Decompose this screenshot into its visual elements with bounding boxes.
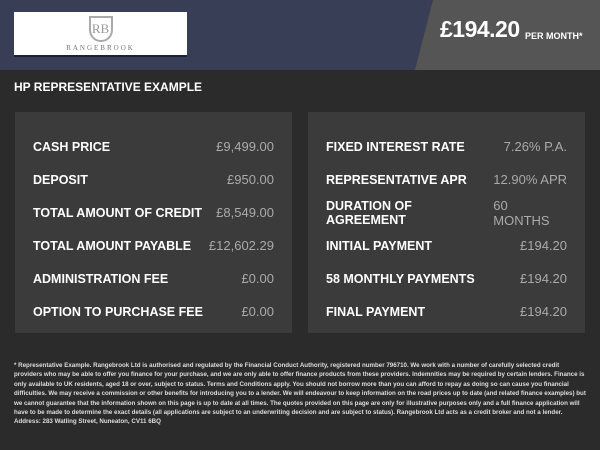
label: DURATION OF AGREEMENT [326, 198, 412, 227]
value: £950.00 [227, 172, 274, 187]
row-duration: DURATION OF AGREEMENT 60 MONTHS [326, 196, 567, 229]
finance-details-right: FIXED INTEREST RATE 7.26% P.A. REPRESENTA… [308, 112, 585, 333]
row-interest-rate: FIXED INTEREST RATE 7.26% P.A. [326, 130, 567, 163]
finance-details-left: CASH PRICE £9,499.00 DEPOSIT £950.00 TOTAL… [15, 112, 292, 333]
logo-monogram: RB [88, 15, 113, 42]
row-cash-price: CASH PRICE £9,499.00 [33, 130, 274, 163]
footnote: * Representative Example. Rangebrook Ltd… [14, 362, 586, 426]
label: OPTION TO PURCHASE FEE [33, 304, 203, 319]
value: 60 MONTHS [493, 197, 550, 228]
row-total-credit: TOTAL AMOUNT OF CREDIT £8,549.00 [33, 196, 274, 229]
row-total-payable: TOTAL AMOUNT PAYABLE £12,602.29 [33, 229, 274, 262]
logo-wordmark: RANGEBROOK [66, 43, 135, 52]
value: £0.00 [241, 304, 274, 319]
row-option-fee: OPTION TO PURCHASE FEE £0.00 [33, 295, 274, 328]
value: £9,499.00 [216, 139, 274, 154]
value: £194.20 [520, 238, 567, 253]
label: INITIAL PAYMENT [326, 238, 433, 253]
row-final-payment: FINAL PAYMENT £194.20 [326, 295, 567, 328]
row-apr: REPRESENTATIVE APR 12.90% APR [326, 163, 567, 196]
label: CASH PRICE [33, 139, 111, 154]
price-panel [415, 0, 600, 70]
value: £0.00 [241, 271, 274, 286]
label: FIXED INTEREST RATE [326, 139, 465, 154]
label: REPRESENTATIVE APR [326, 172, 467, 187]
per-month-label: PER MONTH* [525, 31, 583, 41]
rangebrook-logo[interactable]: RB RANGEBROOK [14, 12, 187, 57]
value: £194.20 [520, 304, 567, 319]
label: TOTAL AMOUNT PAYABLE [33, 238, 192, 253]
row-admin-fee: ADMINISTRATION FEE £0.00 [33, 262, 274, 295]
section-title: HP REPRESENTATIVE EXAMPLE [14, 80, 203, 94]
label: TOTAL AMOUNT OF CREDIT [33, 205, 202, 220]
label: DEPOSIT [33, 172, 88, 187]
value: £194.20 [520, 271, 567, 286]
monthly-price: £194.20 [440, 16, 520, 42]
label: FINAL PAYMENT [326, 304, 426, 319]
row-deposit: DEPOSIT £950.00 [33, 163, 274, 196]
value: 7.26% P.A. [503, 139, 567, 154]
label: 58 MONTHLY PAYMENTS [326, 271, 475, 286]
value: 12.90% APR [493, 172, 567, 187]
value: £12,602.29 [208, 238, 274, 253]
row-monthly-payments: 58 MONTHLY PAYMENTS £194.20 [326, 262, 567, 295]
label: ADMINISTRATION FEE [33, 271, 169, 286]
value: £8,549.00 [216, 205, 274, 220]
row-initial-payment: INITIAL PAYMENT £194.20 [326, 229, 567, 262]
